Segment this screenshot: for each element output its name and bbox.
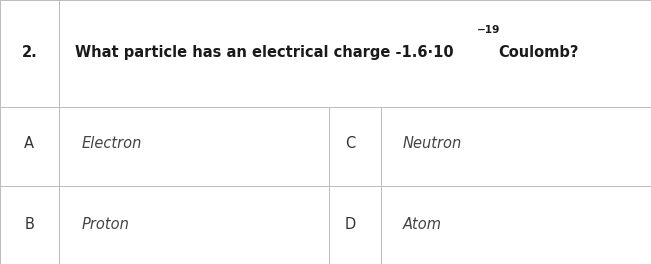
Text: What particle has an electrical charge -1.6·10: What particle has an electrical charge -… — [75, 45, 454, 60]
Text: D: D — [344, 218, 356, 232]
Text: B: B — [24, 218, 35, 232]
Text: Coulomb?: Coulomb? — [499, 45, 579, 60]
Text: Proton: Proton — [81, 218, 130, 232]
Text: Neutron: Neutron — [402, 136, 462, 151]
Text: −19: −19 — [477, 25, 500, 35]
Text: Atom: Atom — [402, 218, 441, 232]
Text: Electron: Electron — [81, 136, 142, 151]
Text: C: C — [345, 136, 355, 151]
Text: 2.: 2. — [21, 45, 37, 60]
Text: A: A — [24, 136, 35, 151]
